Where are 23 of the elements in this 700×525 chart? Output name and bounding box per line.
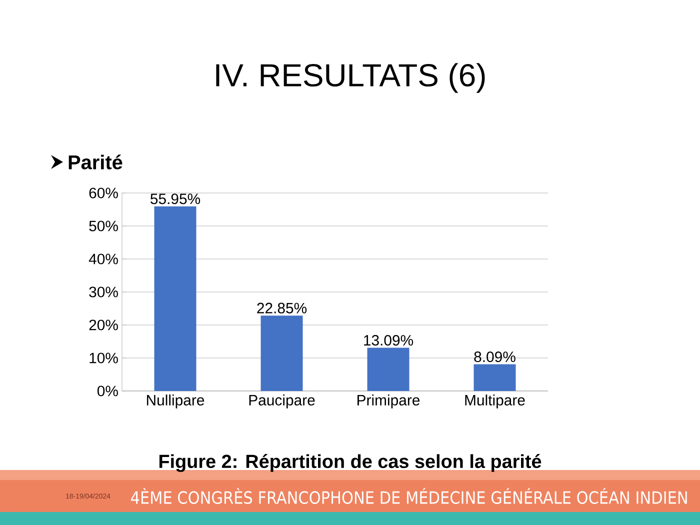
data-label: 8.09% — [474, 352, 516, 362]
text: 4ÈME CONGRÈS FRANCOPHONE DE MÉDECINE GÉNÉRALE OCÉAN INDIEN — [131, 488, 687, 504]
y-tick-label: 0% — [97, 386, 118, 396]
data-label: 13.09% — [364, 335, 414, 346]
y-tick-label: 20% — [89, 320, 118, 330]
data-label: 55.95% — [150, 194, 200, 204]
chart-subtitle: Parité — [68, 154, 122, 170]
chart-title: IV. RESULTATS (6) — [216, 63, 485, 93]
bar — [367, 348, 410, 391]
y-tick-label: 50% — [89, 220, 118, 232]
y-tick-label: 40% — [88, 254, 118, 264]
caption: Figure 2: Répartition de cas selon la parité — [159, 454, 542, 472]
y-tick-label: 60% — [89, 188, 118, 198]
x-tick-label: Paucipare — [249, 394, 315, 408]
y-tick-label: 10% — [90, 352, 118, 364]
data-label: 22.85% — [257, 302, 307, 314]
bar — [474, 364, 516, 391]
bar — [260, 316, 303, 391]
x-tick-label: Primipare — [358, 394, 420, 408]
y-tick-label: 30% — [89, 286, 118, 298]
bar — [154, 206, 196, 391]
x-tick-label: Nullipare — [146, 394, 204, 408]
x-tick-label: Multipare — [465, 394, 525, 408]
